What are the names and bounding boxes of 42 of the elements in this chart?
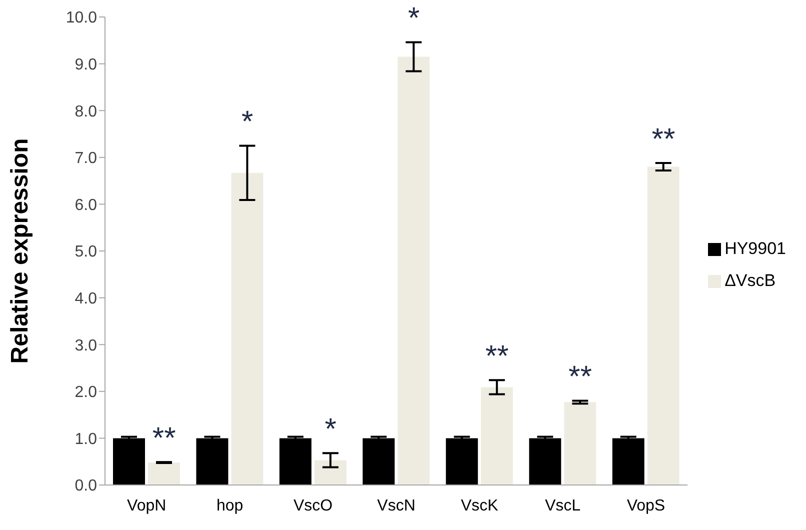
annotation: ** (152, 422, 176, 455)
y-axis-title: Relative expression (6, 138, 34, 364)
annotation: * (324, 413, 337, 446)
x-tick-label: VopS (626, 497, 666, 514)
y-tick-label: 2.0 (74, 384, 98, 402)
annotation: ** (568, 360, 592, 394)
bar (362, 438, 395, 485)
bar (529, 438, 562, 485)
bar (314, 460, 346, 485)
y-tick-label: 10.0 (66, 10, 98, 27)
bar (113, 438, 145, 485)
bar (398, 56, 430, 485)
x-tick-label: VscO (293, 497, 333, 514)
x-tick-label: VopN (127, 497, 166, 514)
y-tick-label: 7.0 (74, 150, 98, 168)
bar (279, 438, 312, 485)
bar (196, 438, 228, 485)
y-tick-label: 4.0 (74, 290, 98, 308)
bar (446, 438, 478, 485)
bar (148, 462, 180, 485)
bar (231, 172, 264, 485)
bar (647, 166, 680, 485)
y-tick-label: 9.0 (74, 56, 98, 74)
x-tick-label: VscK (460, 497, 499, 514)
bar (612, 438, 644, 485)
y-tick-label: 8.0 (74, 103, 98, 120)
x-tick-label: hop (216, 497, 244, 514)
y-tick-label: 0.0 (74, 478, 98, 495)
annotation: * (241, 106, 254, 139)
annotation: ** (485, 340, 509, 374)
legend-label: HY9901 (724, 239, 786, 258)
y-tick-label: 6.0 (74, 196, 98, 214)
y-tick-label: 5.0 (74, 244, 98, 261)
x-tick-label: VscL (544, 497, 581, 514)
bar (480, 387, 513, 485)
y-tick-label: 3.0 (74, 337, 98, 354)
x-tick-label: VscN (377, 497, 416, 514)
bar (564, 402, 596, 485)
legend-label: ΔVscB (724, 271, 776, 290)
annotation: ** (652, 122, 676, 156)
y-tick-label: 1.0 (74, 430, 98, 448)
annotation: * (408, 2, 420, 36)
